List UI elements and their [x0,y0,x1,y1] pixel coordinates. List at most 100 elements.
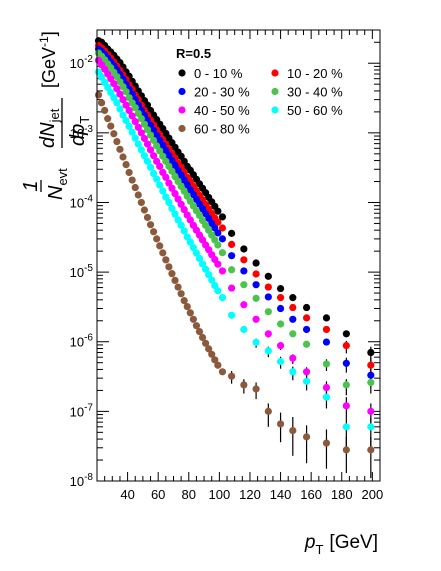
data-point [218,368,227,376]
data-point [122,101,130,109]
data-point [116,105,124,113]
data-point [192,322,201,330]
data-point [322,393,331,401]
data-point [322,383,331,392]
data-point [195,327,204,336]
y-title-unit: [GeV-1] [37,31,59,88]
data-point [252,315,260,323]
data-point [276,304,285,313]
data-point [134,123,142,131]
data-point [214,241,222,249]
data-point [211,356,219,364]
y-tick-label: 10-7 [70,402,94,419]
data-point [367,423,375,431]
data-point [156,147,164,155]
data-point [104,115,112,123]
data-point [110,130,118,138]
data-point [101,106,109,115]
data-point [264,308,272,316]
data-point [214,207,222,215]
data-point [240,267,248,275]
data-point [202,339,210,347]
data-point [177,221,185,229]
data-point [367,361,375,369]
legend-marker [271,69,279,77]
data-point [218,235,227,243]
legend-marker [178,69,186,77]
data-point [140,206,149,214]
data-point [189,315,197,323]
data-point [131,118,139,126]
y-tick-label: 10-3 [70,124,94,141]
data-point [289,426,297,435]
data-point [186,216,194,224]
data-point [264,272,272,280]
data-point [168,270,176,278]
data-point [131,104,139,112]
x-tick-label: 40 [120,487,134,502]
x-tick-label: 80 [182,487,196,502]
legend: 0 - 10 % 10 - 20 % 20 - 30 % 30 - 40 % 40 - … [178,66,343,137]
data-point [165,198,173,207]
data-point [174,283,182,291]
data-point [342,423,350,431]
data-point [205,345,213,353]
data-point [276,284,285,293]
data-point [302,314,311,322]
data-point [140,120,149,128]
y-title-frac-num: dNjet [37,108,62,148]
data-point [208,350,216,358]
data-point [276,320,285,328]
data-point [159,187,167,195]
x-tick-label: 140 [270,487,292,502]
x-axis-var-sub: T [315,542,323,557]
data-point [131,183,139,192]
data-point [289,294,297,302]
data-point [159,249,167,257]
x-tick-label: 60 [151,487,165,502]
data-point [214,260,222,268]
x-tick-label: 180 [331,487,353,502]
data-point [168,184,176,192]
data-point [218,213,227,221]
data-points [94,37,375,454]
data-point [140,134,149,143]
radius-annotation: R=0.5 [176,46,211,61]
legend-marker [178,87,186,96]
data-point [119,153,127,161]
data-point [122,116,130,125]
data-point [322,360,331,368]
data-point [165,179,173,187]
data-point [276,342,285,350]
data-point [252,294,260,302]
legend-marker [178,106,186,114]
data-point [228,229,236,237]
data-point [113,99,121,107]
data-point [162,146,170,154]
x-tick-label: 120 [239,487,261,502]
data-point [128,112,136,120]
data-point [228,284,236,292]
y-title-frac-den: dpT [67,116,92,146]
y-title-prefix: 1 [20,180,42,191]
data-point [143,140,152,148]
plot-frame [96,29,381,482]
y-title-norm-den: Nevt [45,168,70,200]
data-point [276,420,285,428]
legend-label: 60 - 80 % [194,122,250,137]
data-point [137,146,145,154]
data-point [322,314,331,322]
data-point [264,407,272,415]
data-point [143,126,152,134]
legend-label: 50 - 60 % [287,103,343,118]
data-point [177,200,185,208]
data-point [134,140,142,148]
legend-label: 40 - 50 % [194,103,250,118]
data-point [289,330,297,338]
data-point [198,260,207,268]
data-point [228,240,236,249]
data-point [276,357,285,366]
data-point [107,122,115,130]
